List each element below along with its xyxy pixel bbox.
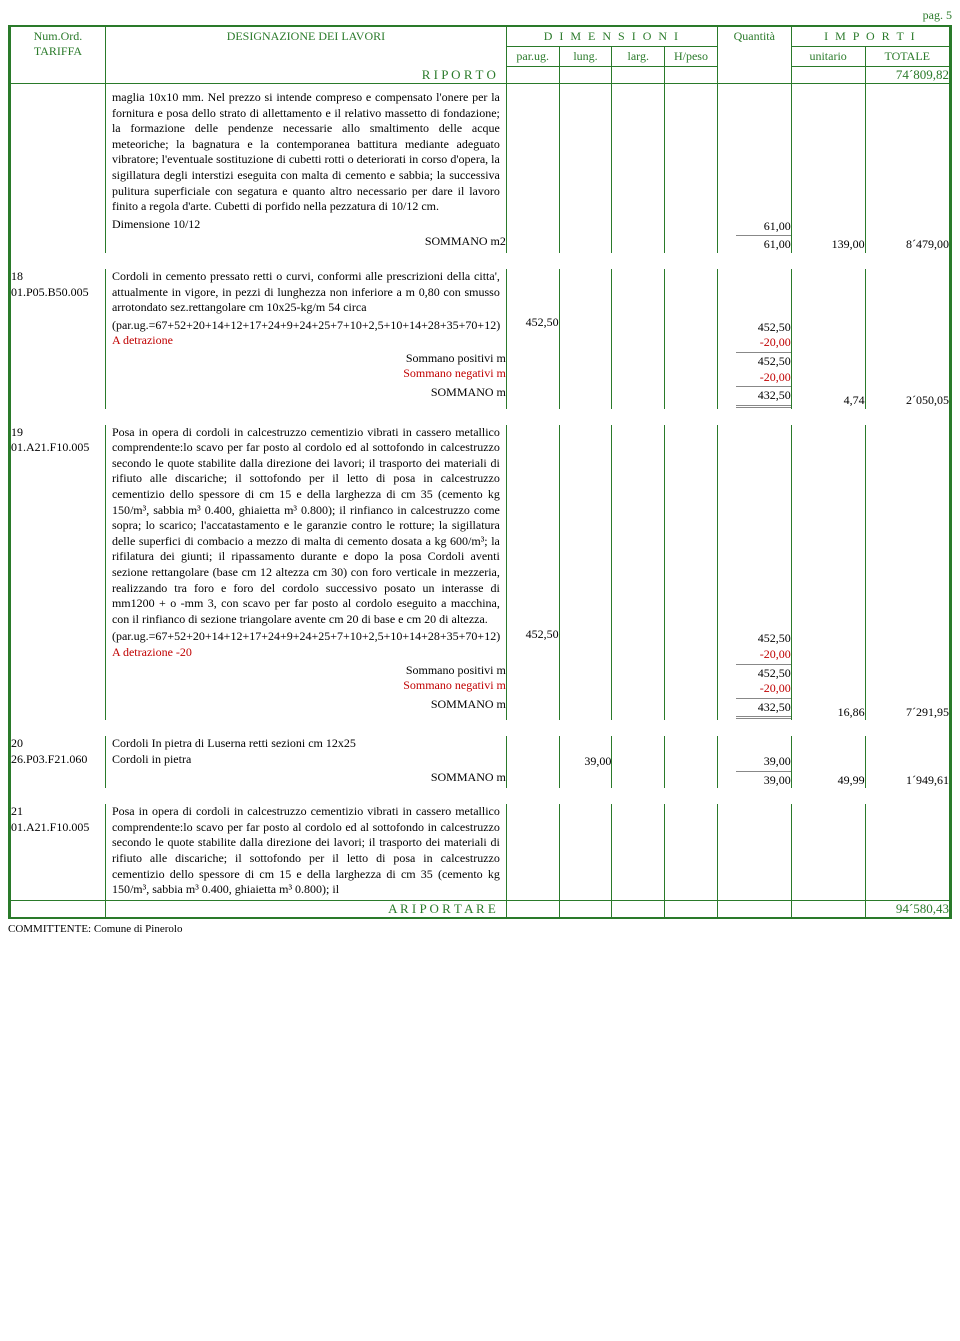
item19-sum-row: SOMMANO m 432,50 16,86 7´291,95 — [11, 697, 950, 721]
item18-unit: 4,74 — [791, 385, 865, 409]
riporto-value: 74´809,82 — [865, 67, 949, 84]
item17-desc-b: Dimensione 10/12 — [106, 217, 506, 235]
item18-sn: Sommano negativi m — [106, 366, 506, 381]
item19-desc: Posa in opera di cordoli in calcestruzzo… — [106, 425, 506, 630]
item19-q1: 452,50 — [718, 631, 791, 647]
spacer — [11, 253, 950, 269]
item20-total: 1´949,61 — [865, 770, 949, 789]
hdr-unitario: unitario — [791, 47, 865, 67]
item21-desc: Posa in opera di cordoli in calcestruzzo… — [106, 804, 506, 900]
item18-subtot: Sommano positivi m Sommano negativi m 45… — [11, 351, 950, 385]
hdr-larg: larg. — [612, 47, 665, 67]
item20-code: 26.P03.F21.060 — [11, 752, 105, 768]
spacer — [11, 720, 950, 736]
item18-sumqty: 432,50 — [758, 388, 791, 402]
item20-unit: 49,99 — [791, 770, 865, 789]
hdr-lung: lung. — [559, 47, 612, 67]
item18-detr: A detrazione — [106, 333, 506, 351]
header-row-1: Num.Ord. TARIFFA DESIGNAZIONE DEI LAVORI… — [11, 27, 950, 47]
spacer — [11, 409, 950, 425]
item19-spv: 452,50 — [718, 666, 791, 682]
item19-subtot: Sommano positivi m Sommano negativi m 45… — [11, 663, 950, 697]
hdr-importi: I M P O R T I — [791, 27, 949, 47]
item19-unit: 16,86 — [791, 697, 865, 721]
item19-sn: Sommano negativi m — [106, 678, 506, 693]
item17-sumqty: 61,00 — [764, 237, 791, 251]
hdr-quantita: Quantità — [717, 27, 791, 67]
item18-code: 01.P05.B50.005 — [11, 285, 105, 301]
item20-row: 20 26.P03.F21.060 Cordoli In pietra di L… — [11, 736, 950, 769]
item18-desc: Cordoli in cemento pressato retti o curv… — [106, 269, 506, 318]
item17-qty: 61,00 — [717, 84, 791, 235]
item18-num: 18 — [11, 269, 105, 285]
item20-qty: 39,00 — [717, 736, 791, 769]
item17-total: 8´479,00 — [865, 234, 949, 253]
item18-snv: -20,00 — [718, 370, 791, 386]
riportare-value: 94´580,43 — [865, 900, 949, 917]
hdr-hpeso: H/peso — [665, 47, 718, 67]
item18-q2: -20,00 — [718, 335, 791, 351]
table-frame: Num.Ord. TARIFFA DESIGNAZIONE DEI LAVORI… — [8, 25, 952, 919]
hdr-numord: Num.Ord. — [11, 29, 105, 44]
item21-code: 01.A21.F10.005 — [11, 820, 105, 836]
item19-total: 7´291,95 — [865, 697, 949, 721]
hdr-dimensioni: D I M E N S I O N I — [506, 27, 717, 47]
item18-spv: 452,50 — [718, 354, 791, 370]
item19-sumqty: 432,50 — [758, 700, 791, 714]
item19-snv: -20,00 — [718, 681, 791, 697]
hdr-designazione: DESIGNAZIONE DEI LAVORI — [105, 27, 506, 67]
riporto-label: R I P O R T O — [105, 67, 506, 84]
item17-unit: 139,00 — [791, 234, 865, 253]
item18-calc: (par.ug.=67+52+20+14+12+17+24+9+24+25+7+… — [106, 318, 506, 334]
item20-desc-b: Cordoli in pietra — [106, 752, 506, 770]
main-table: Num.Ord. TARIFFA DESIGNAZIONE DEI LAVORI… — [10, 27, 950, 917]
item19-parug: 452,50 — [506, 425, 559, 663]
page-number: pag. 5 — [8, 8, 952, 23]
committente: COMMITTENTE: Comune di Pinerolo — [8, 919, 952, 935]
item17-sommano: SOMMANO m2 — [105, 234, 506, 253]
item19-calc: (par.ug.=67+52+20+14+12+17+24+9+24+25+7+… — [106, 629, 506, 645]
hdr-totale: TOTALE — [865, 47, 949, 67]
item18-q1: 452,50 — [718, 320, 791, 336]
item21-num: 21 — [11, 804, 105, 820]
riportare-row: A R I P O R T A R E 94´580,43 — [11, 900, 950, 917]
item17-sum-row: SOMMANO m2 61,00 139,00 8´479,00 — [11, 234, 950, 253]
item19-num: 19 — [11, 425, 105, 441]
item19-sommano: SOMMANO m — [105, 697, 506, 721]
item17-desc-row: maglia 10x10 mm. Nel prezzo si intende c… — [11, 84, 950, 235]
item20-sumqty: 39,00 — [764, 773, 791, 787]
item18-sum-row: SOMMANO m 432,50 4,74 2´050,05 — [11, 385, 950, 409]
item18-sp: Sommano positivi m — [106, 351, 506, 366]
riportare-label: A R I P O R T A R E — [105, 900, 506, 917]
item18-row: 18 01.P05.B50.005 Cordoli in cemento pre… — [11, 269, 950, 351]
item17-desc-a: maglia 10x10 mm. Nel prezzo si intende c… — [106, 84, 506, 217]
item20-lung: 39,00 — [559, 736, 612, 769]
item20-num: 20 — [11, 736, 105, 752]
item20-desc-a: Cordoli In pietra di Luserna retti sezio… — [106, 736, 506, 752]
item18-sommano: SOMMANO m — [105, 385, 506, 409]
item19-code: 01.A21.F10.005 — [11, 440, 105, 456]
item20-sum-row: SOMMANO m 39,00 49,99 1´949,61 — [11, 770, 950, 789]
hdr-tariffa: TARIFFA — [11, 44, 105, 59]
item18-total: 2´050,05 — [865, 385, 949, 409]
item19-sp: Sommano positivi m — [106, 663, 506, 678]
item20-sommano: SOMMANO m — [105, 770, 506, 789]
item19-detr: A detrazione -20 — [106, 645, 506, 663]
item21-row: 21 01.A21.F10.005 Posa in opera di cordo… — [11, 804, 950, 900]
spacer — [11, 788, 950, 804]
item18-parug: 452,50 — [506, 269, 559, 351]
hdr-parug: par.ug. — [506, 47, 559, 67]
riporto-row: R I P O R T O 74´809,82 — [11, 67, 950, 84]
item19-row: 19 01.A21.F10.005 Posa in opera di cordo… — [11, 425, 950, 663]
item19-q2: -20,00 — [718, 647, 791, 663]
